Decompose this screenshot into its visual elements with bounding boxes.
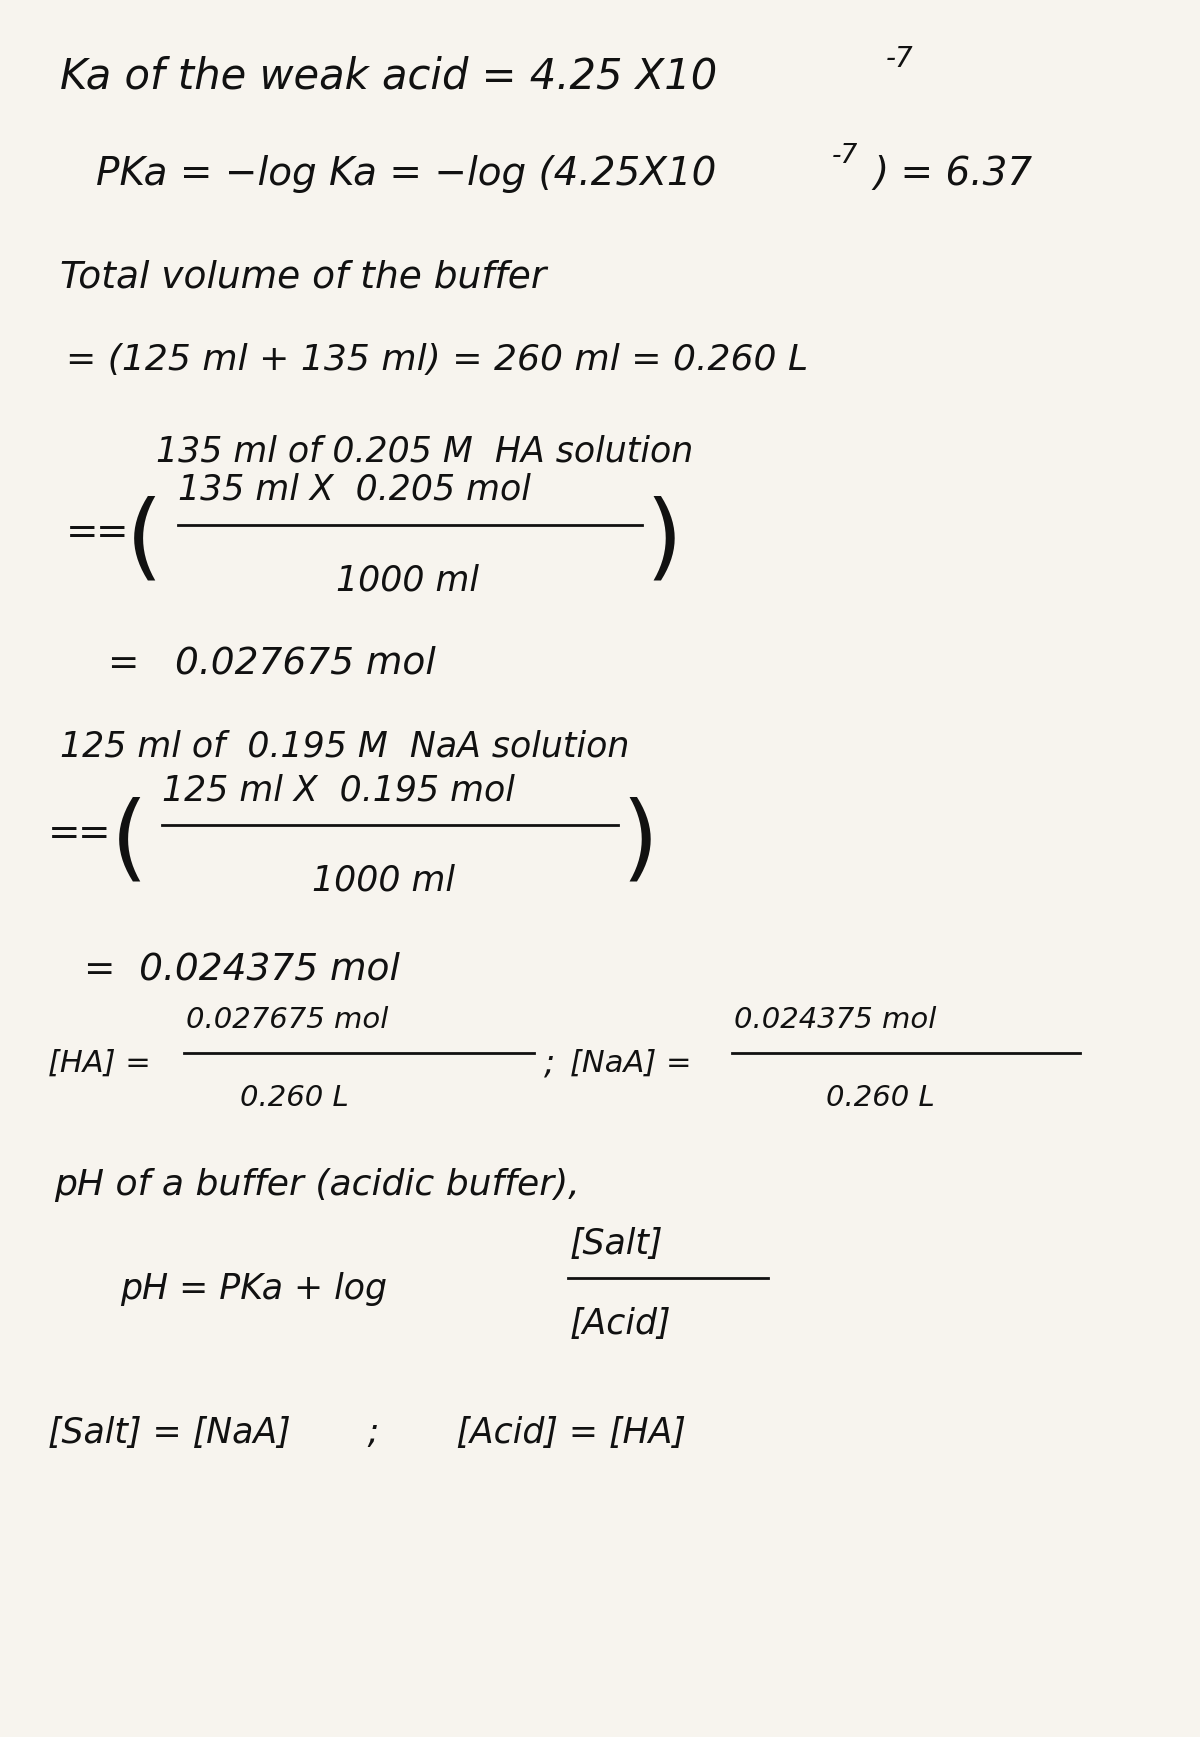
Text: =   0.027675 mol: = 0.027675 mol [108,646,436,681]
Text: ): ) [646,497,683,587]
Text: =: = [96,514,128,552]
Text: -7: -7 [886,45,913,73]
Text: 125 ml X  0.195 mol: 125 ml X 0.195 mol [162,773,515,808]
Text: 1000 ml: 1000 ml [312,863,455,898]
Text: pH = PKa + log: pH = PKa + log [120,1271,386,1306]
Text: ): ) [622,797,659,888]
Text: ) = 6.37: ) = 6.37 [874,155,1033,193]
Text: =: = [66,514,98,552]
Text: 0.024375 mol: 0.024375 mol [734,1006,937,1034]
Text: 135 ml X  0.205 mol: 135 ml X 0.205 mol [178,472,530,507]
Text: 135 ml of 0.205 M  HA solution: 135 ml of 0.205 M HA solution [156,434,694,469]
Text: (: ( [126,497,163,587]
Text: 0.260 L: 0.260 L [240,1084,349,1112]
Text: -7: -7 [832,144,858,168]
Text: =  0.024375 mol: = 0.024375 mol [84,952,400,987]
Text: = (125 ml + 135 ml) = 260 ml = 0.260 L: = (125 ml + 135 ml) = 260 ml = 0.260 L [66,342,808,377]
Text: =: = [48,815,80,853]
Text: 125 ml of  0.195 M  NaA solution: 125 ml of 0.195 M NaA solution [60,730,629,764]
Text: [Salt]: [Salt] [570,1226,664,1261]
Text: [Salt] = [NaA]       ;       [Acid] = [HA]: [Salt] = [NaA] ; [Acid] = [HA] [48,1416,686,1450]
Text: =: = [78,815,110,853]
Text: PKa = −log Ka = −log (4.25X10: PKa = −log Ka = −log (4.25X10 [96,155,716,193]
Text: 1000 ml: 1000 ml [336,563,479,598]
Text: 0.027675 mol: 0.027675 mol [186,1006,389,1034]
Text: (: ( [110,797,148,888]
Text: ;: ; [544,1047,554,1079]
Text: [NaA] =: [NaA] = [570,1049,691,1077]
Text: Ka of the weak acid = 4.25 X10: Ka of the weak acid = 4.25 X10 [60,56,718,97]
Text: [HA] =: [HA] = [48,1049,151,1077]
Text: Total volume of the buffer: Total volume of the buffer [60,261,546,295]
Text: pH of a buffer (acidic buffer),: pH of a buffer (acidic buffer), [54,1167,580,1202]
Text: 0.260 L: 0.260 L [826,1084,935,1112]
Text: [Acid]: [Acid] [570,1306,672,1341]
